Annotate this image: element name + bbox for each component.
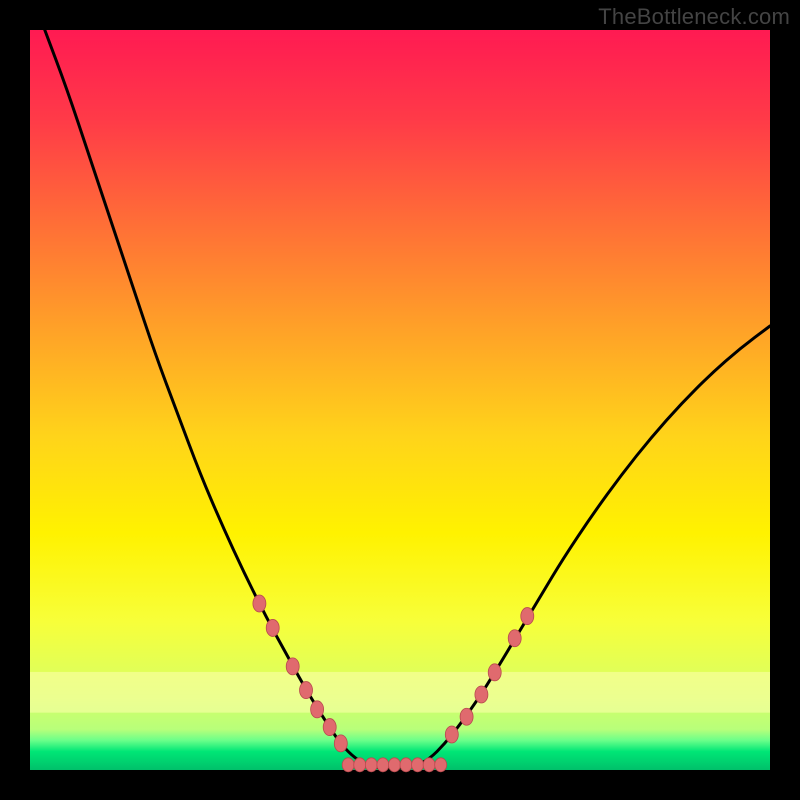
chart-stage: TheBottleneck.com <box>0 0 800 800</box>
bottleneck-curve-chart <box>0 0 800 800</box>
curve-marker <box>323 719 336 736</box>
curve-marker <box>475 686 488 703</box>
curve-marker-bottom <box>435 758 447 772</box>
curve-marker <box>286 658 299 675</box>
curve-marker <box>311 701 324 718</box>
curve-marker <box>253 595 266 612</box>
curve-marker <box>460 708 473 725</box>
curve-marker-bottom <box>377 758 389 772</box>
watermark-text: TheBottleneck.com <box>598 4 790 30</box>
curve-marker-bottom <box>388 758 400 772</box>
gradient-plot-area <box>30 30 770 770</box>
highlight-band <box>30 672 770 713</box>
curve-marker-bottom <box>354 758 366 772</box>
curve-marker <box>445 726 458 743</box>
curve-marker <box>488 664 501 681</box>
curve-marker <box>508 630 521 647</box>
curve-marker <box>266 619 279 636</box>
curve-marker <box>334 735 347 752</box>
curve-marker <box>521 608 534 625</box>
curve-marker <box>300 682 313 699</box>
curve-marker-bottom <box>412 758 424 772</box>
curve-marker-bottom <box>400 758 412 772</box>
curve-marker-bottom <box>365 758 377 772</box>
curve-marker-bottom <box>342 758 354 772</box>
curve-marker-bottom <box>423 758 435 772</box>
